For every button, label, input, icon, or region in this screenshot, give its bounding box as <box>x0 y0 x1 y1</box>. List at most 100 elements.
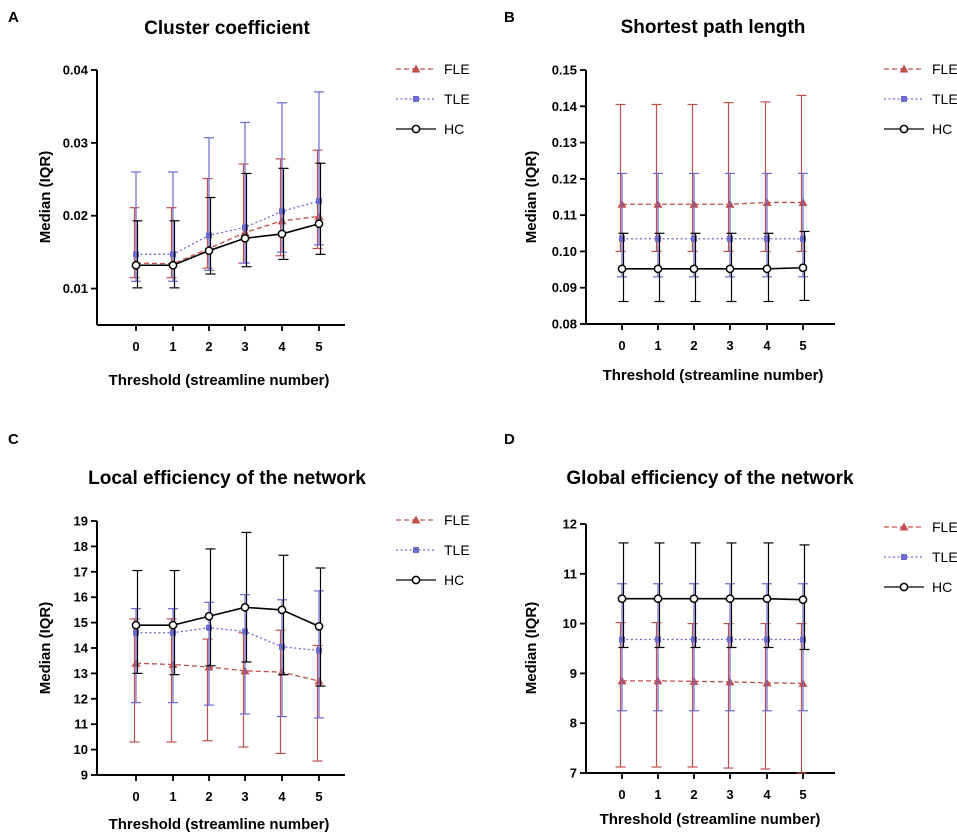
data-point <box>242 628 248 635</box>
data-point <box>764 636 770 643</box>
x-tick-label: 1 <box>654 338 661 353</box>
data-point <box>277 229 287 239</box>
panel-letter: C <box>8 431 19 448</box>
data-point <box>168 620 178 630</box>
data-point <box>725 264 735 274</box>
series-hc <box>617 542 810 651</box>
x-tick-label: 0 <box>132 339 139 354</box>
series-line <box>622 266 804 270</box>
x-axis-label: Threshold (streamline number) <box>109 372 330 389</box>
data-point <box>798 263 808 273</box>
y-axis-label: Median (IQR) <box>523 151 540 244</box>
data-point <box>727 235 733 242</box>
y-tick-label: 0.11 <box>552 208 577 223</box>
legend: FLE TLE HC <box>396 61 470 137</box>
series-fle <box>615 94 808 253</box>
x-axis-label: Threshold (streamline number) <box>600 811 821 828</box>
y-tick-label: 10 <box>74 742 88 757</box>
legend-marker <box>901 554 907 560</box>
x-tick-label: 3 <box>726 338 733 353</box>
data-point <box>131 260 141 270</box>
panel-letter: B <box>504 9 515 26</box>
data-point <box>314 219 324 229</box>
y-tick-label: 10 <box>563 616 577 631</box>
series-hc <box>131 531 326 687</box>
legend-marker <box>413 96 419 102</box>
x-tick-label: 5 <box>799 787 806 802</box>
legend: FLE TLE HC <box>396 512 470 588</box>
data-point <box>204 611 214 621</box>
series-line <box>136 222 320 267</box>
data-point <box>279 208 285 215</box>
data-point <box>240 233 250 243</box>
data-point <box>762 264 772 274</box>
legend-label: HC <box>444 572 464 588</box>
y-tick-label: 0.14 <box>552 99 578 114</box>
data-point <box>617 264 627 274</box>
legend-marker <box>899 124 909 134</box>
y-tick-label: 0.08 <box>552 317 577 332</box>
y-tick-label: 0.04 <box>63 63 89 78</box>
legend-label: FLE <box>932 519 957 535</box>
y-tick-label: 0.15 <box>552 63 577 78</box>
legend-marker <box>899 522 909 531</box>
data-point <box>800 636 806 643</box>
x-tick-label: 2 <box>205 789 212 804</box>
series-line <box>136 606 320 628</box>
legend: FLE TLE HC <box>884 61 957 137</box>
data-point <box>206 624 212 631</box>
legend-marker <box>411 64 421 73</box>
series-hc <box>617 230 810 303</box>
panel-letter: A <box>8 9 19 26</box>
legend-label: FLE <box>444 512 470 528</box>
data-point <box>204 246 214 256</box>
y-tick-label: 0.03 <box>63 135 88 150</box>
y-tick-label: 9 <box>81 768 88 783</box>
x-tick-label: 5 <box>315 789 322 804</box>
y-tick-label: 13 <box>74 666 88 681</box>
series-tle <box>617 172 808 278</box>
series-tle <box>617 583 808 712</box>
data-point <box>653 594 663 604</box>
series-hc <box>131 162 326 289</box>
y-axis-label: Median (IQR) <box>37 151 54 244</box>
y-axis-label: Median (IQR) <box>37 602 54 695</box>
data-point <box>762 594 772 604</box>
y-tick-label: 11 <box>74 717 88 732</box>
data-point <box>798 595 808 605</box>
legend-label: TLE <box>932 91 957 107</box>
legend-label: TLE <box>444 542 470 558</box>
y-tick-label: 18 <box>74 539 88 554</box>
chart-panel-B: B Shortest path length 0.08 0.09 0.10 0.11 0.1… <box>504 9 957 384</box>
data-point <box>617 594 627 604</box>
legend: FLE TLE HC <box>884 519 957 595</box>
data-point <box>168 260 178 270</box>
y-tick-label: 9 <box>570 666 577 681</box>
data-point <box>727 636 733 643</box>
legend-marker <box>901 96 907 102</box>
x-tick-label: 0 <box>132 789 139 804</box>
data-point <box>689 264 699 274</box>
data-point <box>655 636 661 643</box>
x-axis-label: Threshold (streamline number) <box>109 816 330 833</box>
y-tick-label: 0.12 <box>552 171 577 186</box>
y-tick-label: 16 <box>74 590 88 605</box>
data-point <box>170 629 176 636</box>
series-line <box>136 200 320 255</box>
y-tick-label: 0.09 <box>552 280 577 295</box>
y-tick-label: 15 <box>74 615 88 630</box>
x-tick-label: 2 <box>690 338 697 353</box>
data-point <box>689 594 699 604</box>
chart-panel-A: A Cluster coefficient 0.01 0.02 0.03 0.04 0 1 2 3… <box>8 9 470 389</box>
y-axis-label: Median (IQR) <box>523 602 540 695</box>
x-tick-label: 1 <box>169 339 176 354</box>
legend-label: HC <box>932 579 952 595</box>
data-point <box>314 622 324 631</box>
y-tick-label: 7 <box>570 766 577 781</box>
x-tick-label: 4 <box>763 787 771 802</box>
series-fle <box>129 149 324 279</box>
legend-label: FLE <box>932 61 957 77</box>
data-point <box>133 629 139 636</box>
